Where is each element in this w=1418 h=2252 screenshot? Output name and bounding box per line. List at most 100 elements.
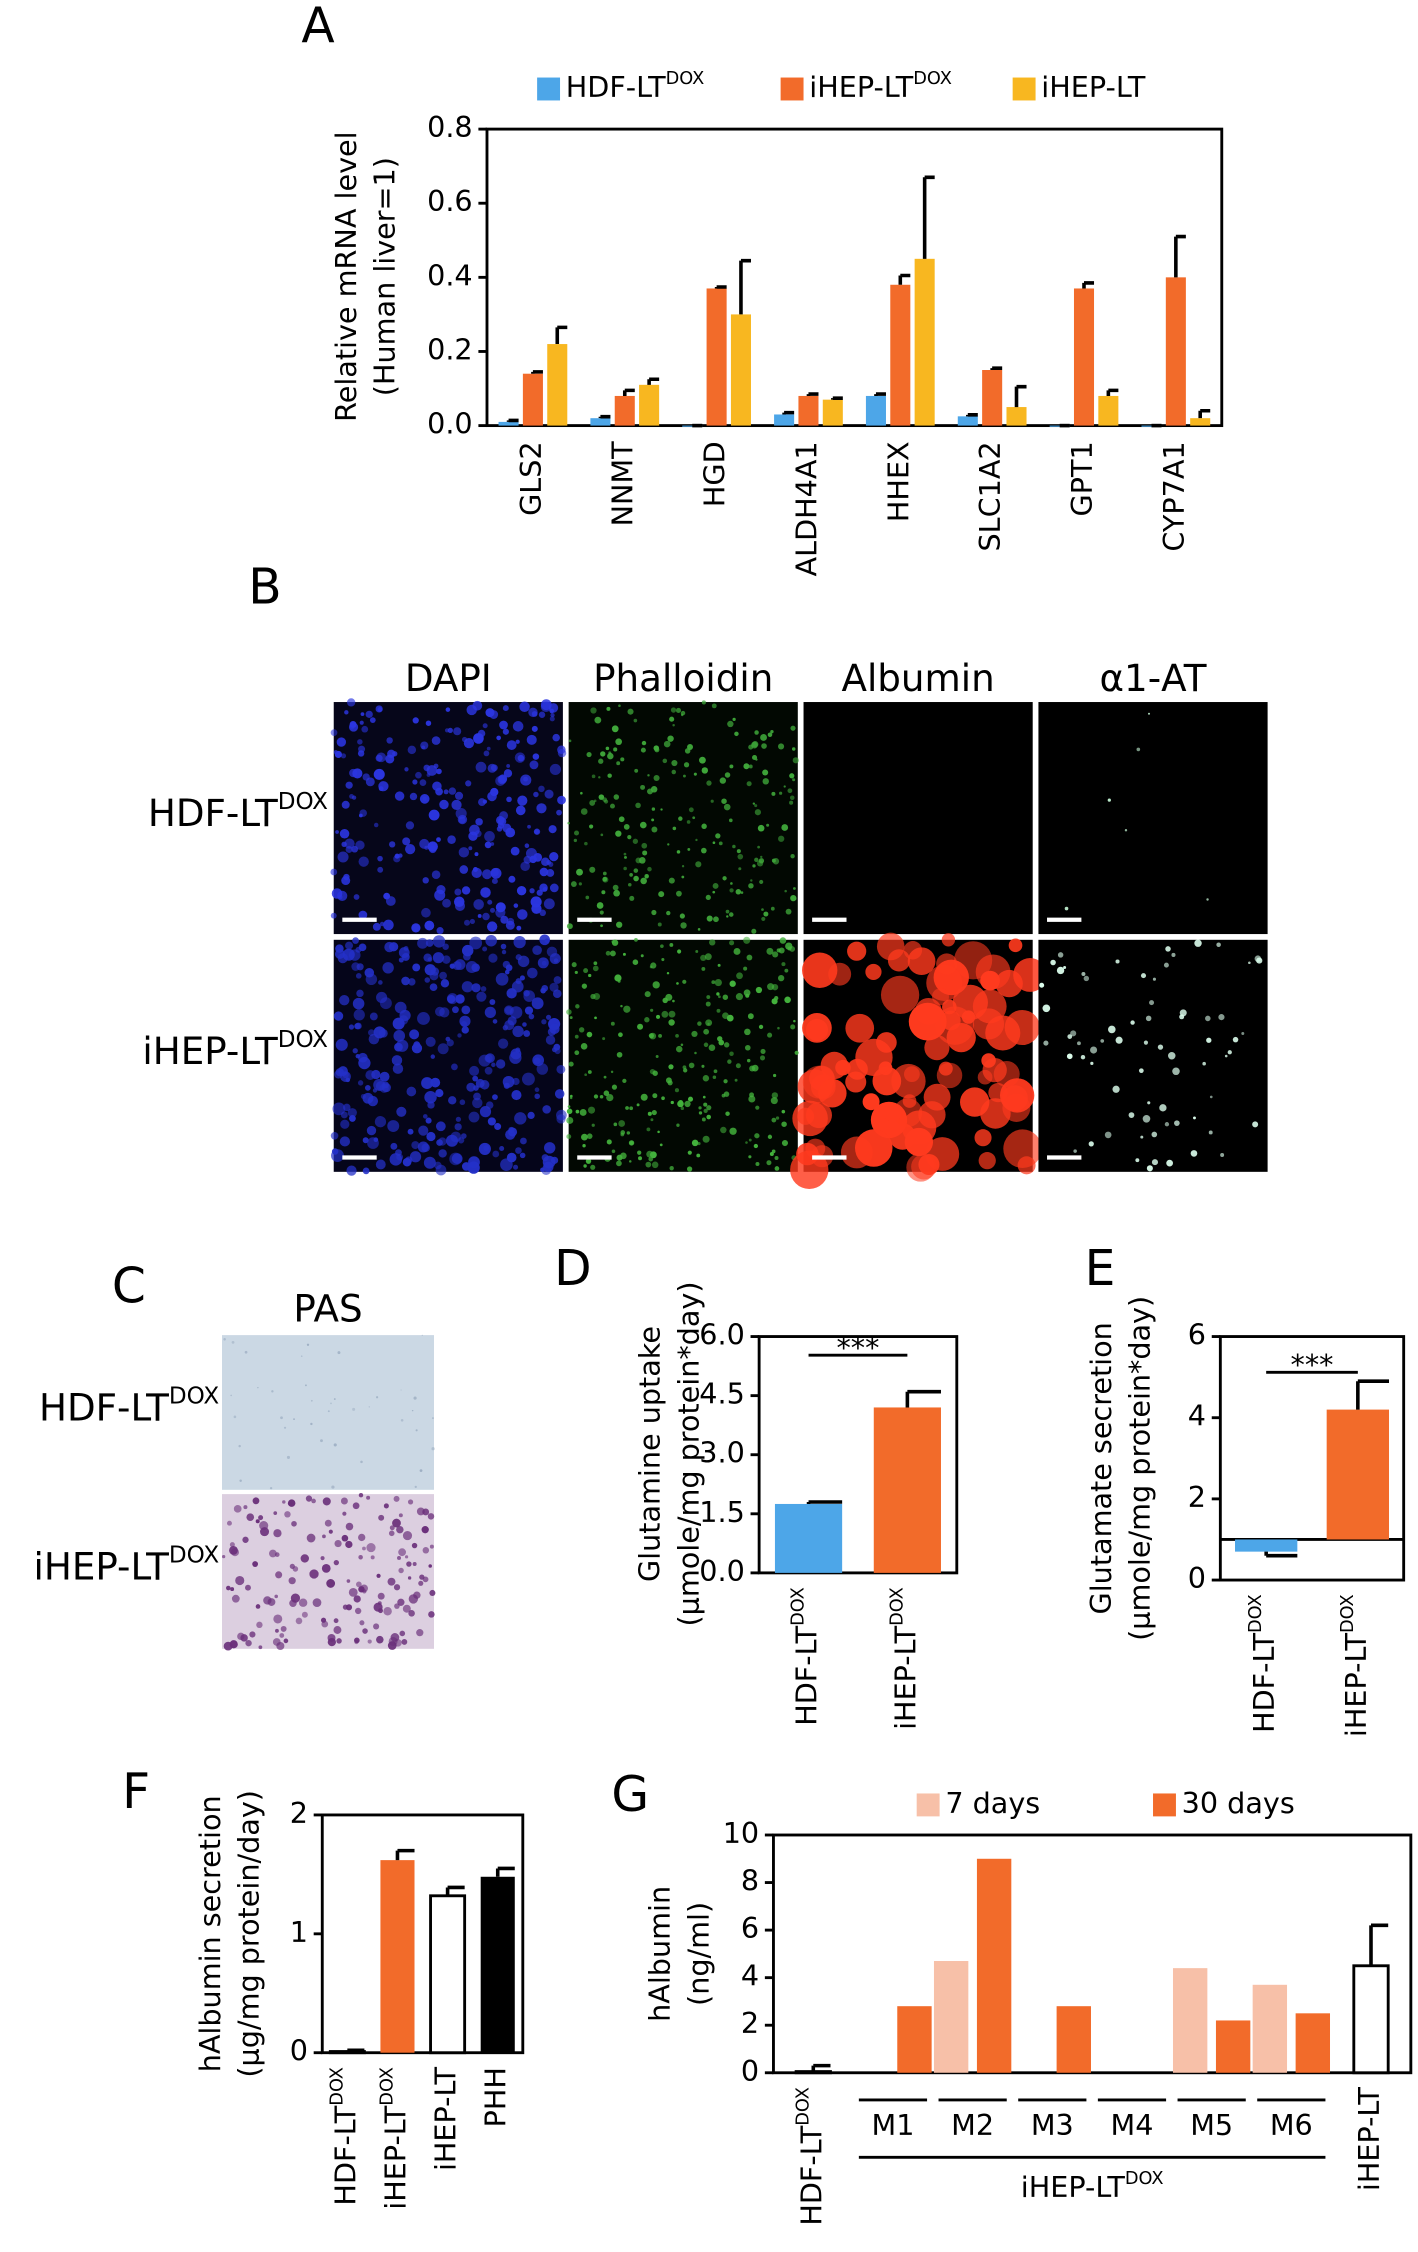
stain <box>397 1598 405 1606</box>
x-tick-label: HHEX <box>881 441 915 522</box>
stain <box>484 1054 493 1063</box>
stain <box>533 852 543 862</box>
stain <box>393 1584 401 1591</box>
stain <box>587 1106 596 1114</box>
stain <box>887 949 911 972</box>
stain <box>629 1160 632 1163</box>
stain <box>1080 1054 1086 1060</box>
stain <box>459 865 469 874</box>
stain <box>360 1093 366 1099</box>
stain <box>711 980 716 985</box>
stain <box>703 1042 709 1048</box>
stain <box>726 915 729 918</box>
error-bar <box>966 413 978 417</box>
row-label-superscript: DOX <box>169 1542 219 1568</box>
y-tick-label: 2 <box>290 1796 308 1830</box>
stain <box>702 1075 710 1082</box>
stain <box>455 1116 462 1122</box>
stain <box>725 909 730 914</box>
stain <box>335 830 339 834</box>
column-title: α1-AT <box>1100 656 1207 700</box>
stain <box>763 911 769 917</box>
stain <box>644 1017 650 1023</box>
stain <box>644 874 649 879</box>
stain <box>684 1100 691 1108</box>
stain <box>393 1495 400 1502</box>
stain <box>463 737 475 749</box>
stain <box>298 1598 308 1607</box>
stain <box>1043 1040 1049 1046</box>
y-tick-label: 2 <box>741 2006 759 2040</box>
stain <box>784 996 791 1004</box>
stain <box>728 818 733 823</box>
stain <box>540 701 552 713</box>
stain <box>1149 1000 1155 1006</box>
stain <box>637 1023 644 1030</box>
x-tick-label-text: HDF-LT <box>1247 1633 1281 1733</box>
stain <box>446 993 458 1005</box>
stain <box>466 1082 476 1092</box>
y-axis-label: (µmole/mg protein*day) <box>1123 1296 1157 1641</box>
y-tick-label: 4 <box>741 1959 759 1993</box>
stain <box>402 1531 413 1541</box>
stain <box>330 729 338 736</box>
stain <box>658 1033 662 1038</box>
stain <box>1145 1015 1152 1022</box>
stain <box>701 1117 706 1122</box>
stain <box>758 1024 764 1030</box>
x-tick-label: HDF-LTDOX <box>327 2067 362 2206</box>
stain <box>1067 1034 1073 1039</box>
stain <box>379 921 385 927</box>
error-bar <box>782 410 795 415</box>
stain <box>589 800 596 806</box>
micrograph <box>1038 702 1268 935</box>
stain <box>340 753 347 759</box>
error-bar <box>1356 1379 1390 1410</box>
stain <box>365 777 375 787</box>
bar <box>380 1860 415 2053</box>
bar <box>1352 1964 1390 2075</box>
stain <box>417 1012 430 1025</box>
stain <box>426 1131 436 1142</box>
stain <box>273 1529 282 1538</box>
x-tick-label-text: iHEP-LT <box>1339 1633 1373 1738</box>
bar <box>498 421 519 426</box>
stain <box>245 1639 252 1647</box>
stain <box>411 1542 418 1549</box>
stain <box>445 707 451 712</box>
stain <box>402 1604 411 1613</box>
stain <box>1157 1044 1164 1050</box>
stain <box>461 1005 471 1015</box>
stain <box>345 1077 351 1083</box>
bar <box>1295 2013 1331 2073</box>
stain <box>275 1628 279 1633</box>
x-tick-label: iHEP-LT <box>1352 2087 1386 2192</box>
stain <box>430 967 440 976</box>
stain <box>598 776 601 779</box>
stain <box>383 1607 392 1616</box>
stain <box>854 1129 893 1167</box>
stain <box>640 784 646 790</box>
bar <box>897 2006 932 2073</box>
stain <box>1163 962 1169 968</box>
stain <box>569 1016 573 1020</box>
stain <box>460 1021 468 1028</box>
stain <box>286 1455 290 1459</box>
x-tick-label: NNMT <box>606 441 640 527</box>
stain <box>499 720 508 730</box>
stain <box>320 1556 325 1561</box>
stain <box>1151 1159 1159 1166</box>
stain <box>717 963 721 967</box>
stain <box>513 903 519 908</box>
x-tick-label: CYP7A1 <box>1157 441 1191 551</box>
stain <box>778 974 785 982</box>
stain <box>749 1065 756 1072</box>
stain <box>517 955 530 968</box>
stain <box>720 1126 727 1134</box>
stain <box>531 997 544 1010</box>
stain <box>629 1141 634 1145</box>
stain <box>610 803 615 809</box>
stain <box>794 1050 799 1055</box>
legend-label: iHEP-LTDOX <box>809 69 952 104</box>
stain <box>430 1054 436 1059</box>
